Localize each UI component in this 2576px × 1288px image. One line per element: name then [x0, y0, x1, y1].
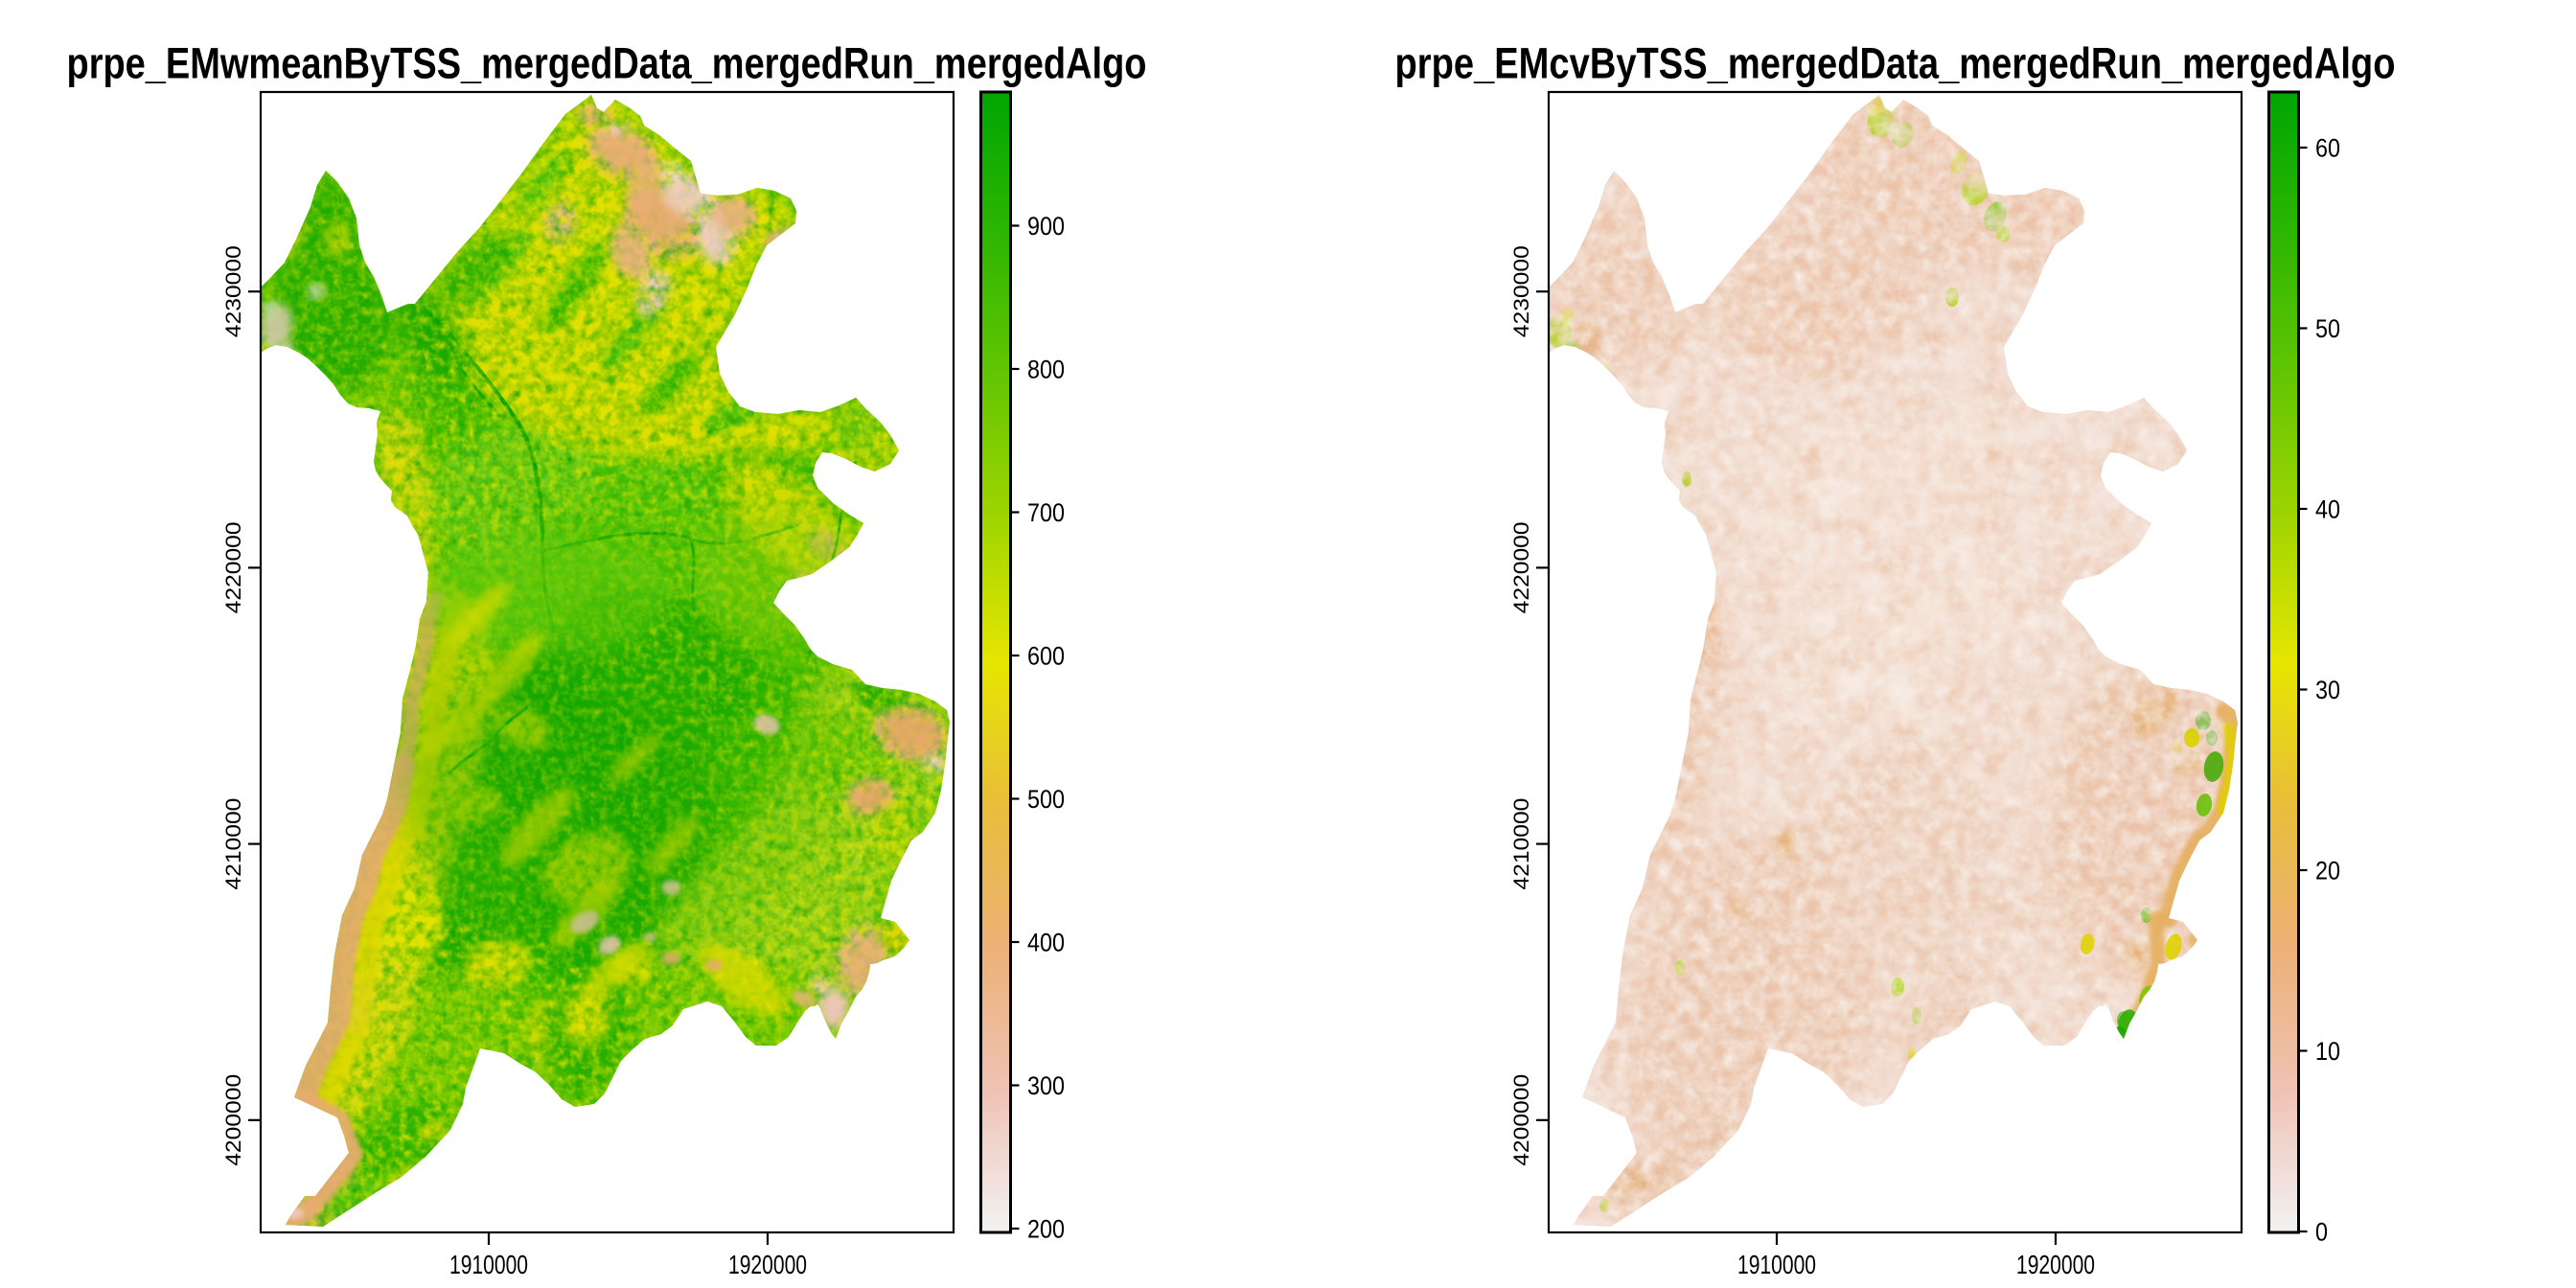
- svg-text:4230000: 4230000: [1509, 245, 1533, 337]
- svg-text:700: 700: [1027, 498, 1065, 527]
- svg-text:50: 50: [2315, 314, 2340, 343]
- svg-text:40: 40: [2315, 495, 2340, 524]
- svg-text:4210000: 4210000: [221, 798, 245, 890]
- svg-text:1920000: 1920000: [728, 1250, 807, 1279]
- svg-text:4220000: 4220000: [221, 521, 245, 613]
- svg-text:4200000: 4200000: [1509, 1074, 1533, 1166]
- svg-text:4220000: 4220000: [1509, 521, 1533, 613]
- svg-text:prpe_EMwmeanByTSS_mergedData_m: prpe_EMwmeanByTSS_mergedData_mergedRun_m…: [67, 39, 1147, 88]
- svg-text:1910000: 1910000: [449, 1250, 528, 1279]
- svg-text:200: 200: [1027, 1215, 1065, 1244]
- svg-text:4230000: 4230000: [221, 245, 245, 337]
- svg-text:900: 900: [1027, 212, 1065, 241]
- svg-text:60: 60: [2315, 134, 2340, 163]
- svg-text:600: 600: [1027, 642, 1065, 671]
- svg-text:1910000: 1910000: [1737, 1250, 1816, 1279]
- svg-text:4210000: 4210000: [1509, 798, 1533, 890]
- svg-text:1920000: 1920000: [2016, 1250, 2095, 1279]
- svg-text:20: 20: [2315, 857, 2340, 886]
- svg-text:prpe_EMcvByTSS_mergedData_merg: prpe_EMcvByTSS_mergedData_mergedRun_merg…: [1395, 39, 2396, 88]
- svg-text:800: 800: [1027, 356, 1065, 384]
- svg-text:10: 10: [2315, 1037, 2340, 1066]
- svg-text:400: 400: [1027, 929, 1065, 957]
- svg-text:300: 300: [1027, 1071, 1065, 1100]
- svg-text:0: 0: [2315, 1218, 2328, 1247]
- svg-text:4200000: 4200000: [221, 1074, 245, 1166]
- svg-text:30: 30: [2315, 676, 2340, 704]
- svg-text:500: 500: [1027, 785, 1065, 814]
